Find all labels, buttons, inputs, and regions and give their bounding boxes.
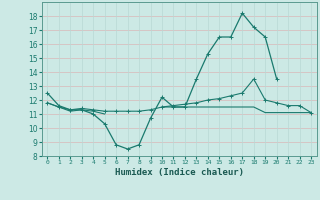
X-axis label: Humidex (Indice chaleur): Humidex (Indice chaleur) — [115, 168, 244, 177]
